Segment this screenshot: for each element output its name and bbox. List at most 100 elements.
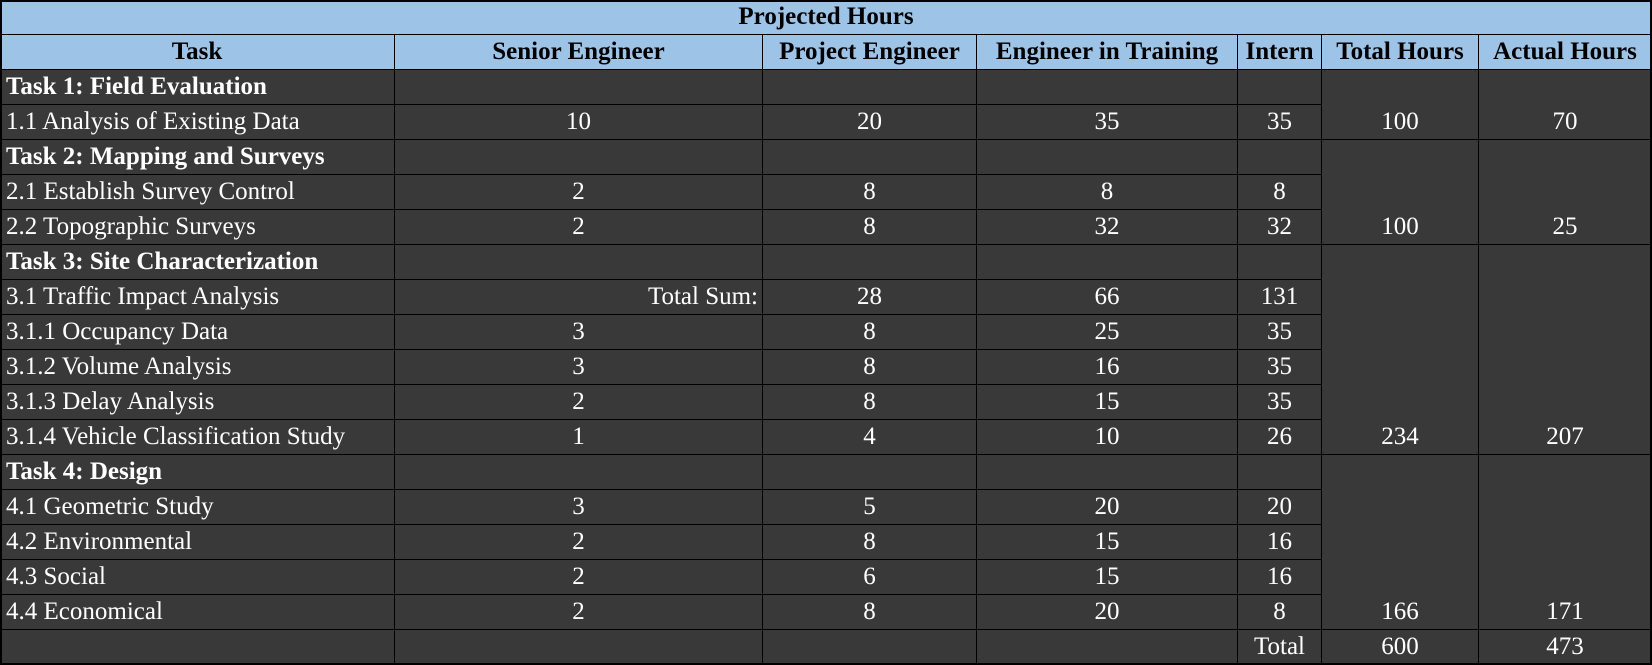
project-engineer-cell[interactable]: 4 (763, 420, 977, 455)
task-label[interactable]: 4.3 Social (0, 560, 395, 595)
task-label[interactable]: 1.1 Analysis of Existing Data (0, 105, 395, 140)
senior-engineer-cell[interactable]: Total Sum: (395, 280, 763, 315)
project-engineer-cell[interactable]: 20 (763, 105, 977, 140)
header-senior-engineer: Senior Engineer (395, 35, 763, 70)
project-engineer-cell[interactable]: 8 (763, 385, 977, 420)
footer-empty-project (763, 630, 977, 665)
senior-engineer-cell[interactable]: 2 (395, 210, 763, 245)
intern-cell[interactable] (1238, 140, 1322, 175)
engineer-in-training-cell[interactable]: 35 (977, 105, 1238, 140)
project-engineer-cell[interactable]: 8 (763, 315, 977, 350)
header-actual-hours: Actual Hours (1479, 35, 1652, 70)
senior-engineer-cell[interactable]: 1 (395, 420, 763, 455)
task-heading[interactable]: Task 4: Design (0, 455, 395, 490)
task-label[interactable]: 2.1 Establish Survey Control (0, 175, 395, 210)
task-label[interactable]: 4.1 Geometric Study (0, 490, 395, 525)
engineer-in-training-cell[interactable] (977, 70, 1238, 105)
senior-engineer-cell[interactable]: 2 (395, 595, 763, 630)
task-label[interactable]: 3.1.1 Occupancy Data (0, 315, 395, 350)
intern-cell[interactable]: 32 (1238, 210, 1322, 245)
intern-cell[interactable]: 20 (1238, 490, 1322, 525)
task-heading[interactable]: Task 2: Mapping and Surveys (0, 140, 395, 175)
project-engineer-cell[interactable] (763, 140, 977, 175)
footer-total-hours[interactable]: 600 (1322, 630, 1479, 665)
actual-hours-cell[interactable]: 171 (1479, 455, 1652, 630)
intern-cell[interactable]: 35 (1238, 385, 1322, 420)
engineer-in-training-cell[interactable]: 20 (977, 490, 1238, 525)
senior-engineer-cell[interactable]: 3 (395, 490, 763, 525)
footer-total-label: Total (1238, 630, 1322, 665)
intern-cell[interactable]: 8 (1238, 175, 1322, 210)
intern-cell[interactable] (1238, 245, 1322, 280)
senior-engineer-cell[interactable]: 3 (395, 350, 763, 385)
intern-cell[interactable] (1238, 70, 1322, 105)
project-engineer-cell[interactable]: 6 (763, 560, 977, 595)
intern-cell[interactable] (1238, 455, 1322, 490)
actual-hours-cell[interactable]: 70 (1479, 70, 1652, 140)
intern-cell[interactable]: 35 (1238, 350, 1322, 385)
engineer-in-training-cell[interactable] (977, 245, 1238, 280)
intern-cell[interactable]: 131 (1238, 280, 1322, 315)
header-project-engineer: Project Engineer (763, 35, 977, 70)
total-hours-cell[interactable]: 234 (1322, 245, 1479, 455)
senior-engineer-cell[interactable] (395, 140, 763, 175)
intern-cell[interactable]: 26 (1238, 420, 1322, 455)
task-heading[interactable]: Task 1: Field Evaluation (0, 70, 395, 105)
project-engineer-cell[interactable]: 8 (763, 525, 977, 560)
task-label[interactable]: 3.1.2 Volume Analysis (0, 350, 395, 385)
engineer-in-training-cell[interactable]: 8 (977, 175, 1238, 210)
project-engineer-cell[interactable]: 5 (763, 490, 977, 525)
actual-hours-cell[interactable]: 25 (1479, 140, 1652, 245)
actual-hours-cell[interactable]: 207 (1479, 245, 1652, 455)
senior-engineer-cell[interactable]: 3 (395, 315, 763, 350)
total-hours-cell[interactable]: 100 (1322, 70, 1479, 140)
project-engineer-cell[interactable]: 8 (763, 595, 977, 630)
project-engineer-cell[interactable]: 8 (763, 350, 977, 385)
engineer-in-training-cell[interactable]: 32 (977, 210, 1238, 245)
senior-engineer-cell[interactable] (395, 70, 763, 105)
project-engineer-cell[interactable] (763, 245, 977, 280)
engineer-in-training-cell[interactable]: 25 (977, 315, 1238, 350)
header-engineer-in-training: Engineer in Training (977, 35, 1238, 70)
header-total-hours: Total Hours (1322, 35, 1479, 70)
task-label[interactable]: 3.1 Traffic Impact Analysis (0, 280, 395, 315)
intern-cell[interactable]: 16 (1238, 525, 1322, 560)
intern-cell[interactable]: 16 (1238, 560, 1322, 595)
senior-engineer-cell[interactable]: 2 (395, 175, 763, 210)
senior-engineer-cell[interactable]: 2 (395, 560, 763, 595)
project-engineer-cell[interactable]: 8 (763, 175, 977, 210)
engineer-in-training-cell[interactable]: 66 (977, 280, 1238, 315)
total-hours-cell[interactable]: 100 (1322, 140, 1479, 245)
senior-engineer-cell[interactable]: 2 (395, 385, 763, 420)
engineer-in-training-cell[interactable] (977, 455, 1238, 490)
engineer-in-training-cell[interactable]: 15 (977, 560, 1238, 595)
engineer-in-training-cell[interactable]: 16 (977, 350, 1238, 385)
senior-engineer-cell[interactable]: 10 (395, 105, 763, 140)
project-engineer-cell[interactable] (763, 455, 977, 490)
total-hours-cell[interactable]: 166 (1322, 455, 1479, 630)
task-label[interactable]: 4.2 Environmental (0, 525, 395, 560)
task-label[interactable]: 3.1.4 Vehicle Classification Study (0, 420, 395, 455)
task-label[interactable]: 4.4 Economical (0, 595, 395, 630)
engineer-in-training-cell[interactable]: 15 (977, 385, 1238, 420)
senior-engineer-cell[interactable] (395, 455, 763, 490)
intern-cell[interactable]: 35 (1238, 315, 1322, 350)
project-engineer-cell[interactable]: 28 (763, 280, 977, 315)
intern-cell[interactable]: 35 (1238, 105, 1322, 140)
engineer-in-training-cell[interactable]: 20 (977, 595, 1238, 630)
project-engineer-cell[interactable]: 8 (763, 210, 977, 245)
footer-empty-senior (395, 630, 763, 665)
senior-engineer-cell[interactable]: 2 (395, 525, 763, 560)
task-heading[interactable]: Task 3: Site Characterization (0, 245, 395, 280)
footer-actual-hours[interactable]: 473 (1479, 630, 1652, 665)
header-task: Task (0, 35, 395, 70)
engineer-in-training-cell[interactable] (977, 140, 1238, 175)
task-label[interactable]: 3.1.3 Delay Analysis (0, 385, 395, 420)
engineer-in-training-cell[interactable]: 15 (977, 525, 1238, 560)
engineer-in-training-cell[interactable]: 10 (977, 420, 1238, 455)
task-label[interactable]: 2.2 Topographic Surveys (0, 210, 395, 245)
intern-cell[interactable]: 8 (1238, 595, 1322, 630)
senior-engineer-cell[interactable] (395, 245, 763, 280)
project-engineer-cell[interactable] (763, 70, 977, 105)
